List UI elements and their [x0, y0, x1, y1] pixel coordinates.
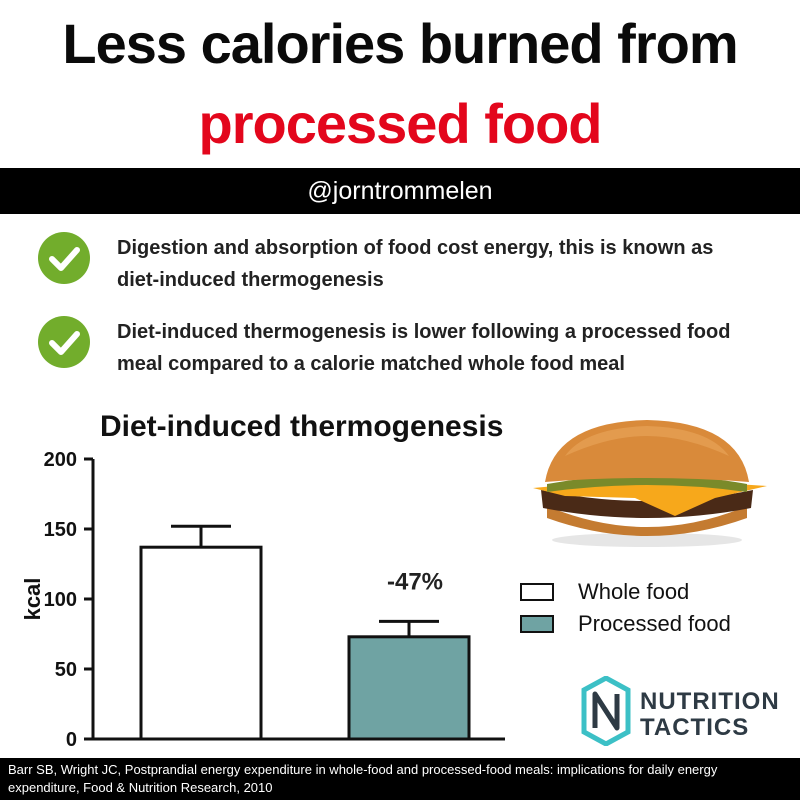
check-circle-icon — [38, 316, 90, 368]
citation-text: Barr SB, Wright JC, Postprandial energy … — [8, 762, 718, 795]
bar-whole-food — [139, 545, 263, 741]
title-line-2: processed food — [198, 92, 603, 155]
author-handle: @jorntrommelen — [307, 177, 493, 205]
chart-title: Diet-induced thermogenesis — [100, 410, 504, 443]
y-tick-label: 50 — [55, 659, 77, 681]
citation-footer: Barr SB, Wright JC, Postprandial energy … — [0, 758, 800, 800]
bar-chart: 0 50 100 150 200 kcal -47% — [20, 449, 505, 751]
check-circle-icon — [38, 232, 90, 284]
y-tick-label: 200 — [44, 449, 77, 471]
legend-label: Whole food — [578, 579, 690, 604]
legend-item-processed-food: Processed food — [520, 610, 780, 640]
logo-text-line-1: NUTRITION — [640, 688, 780, 715]
legend-swatch — [520, 615, 554, 633]
y-tick-label: 0 — [66, 729, 77, 751]
nutrition-tactics-logo: NUTRITION TACTICS — [578, 676, 788, 746]
legend-label: Processed food — [578, 611, 731, 636]
title-line-1: Less calories burned from — [62, 12, 738, 75]
author-handle-bar: @jorntrommelen — [0, 168, 800, 214]
logo-text-line-2: TACTICS — [640, 714, 750, 741]
percent-change-annotation: -47% — [387, 568, 443, 595]
legend-swatch — [520, 583, 554, 601]
legend-item-whole-food: Whole food — [520, 578, 780, 608]
nutrition-tactics-logo-icon — [581, 676, 631, 746]
burger-image-icon — [533, 420, 767, 547]
key-point-text: Diet-induced thermogenesis is lower foll… — [117, 321, 731, 375]
key-point-text: Digestion and absorption of food cost en… — [117, 237, 714, 291]
bar-processed-food — [347, 635, 471, 741]
y-tick-label: 150 — [44, 519, 77, 541]
y-tick-label: 100 — [44, 589, 77, 611]
y-axis-label: kcal — [20, 578, 45, 621]
